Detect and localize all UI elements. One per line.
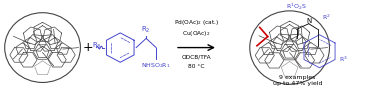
Text: R$^1$O$_2$S: R$^1$O$_2$S xyxy=(287,1,307,12)
Text: NHSO$_2$R$_1$: NHSO$_2$R$_1$ xyxy=(141,61,171,70)
Text: R$_2$: R$_2$ xyxy=(141,25,151,35)
Circle shape xyxy=(5,13,81,82)
Text: Pd(OAc)$_2$ (cat.): Pd(OAc)$_2$ (cat.) xyxy=(174,18,219,27)
Text: Cu(OAc)$_2$: Cu(OAc)$_2$ xyxy=(182,29,211,38)
Text: R$_3$: R$_3$ xyxy=(92,41,101,51)
Text: N: N xyxy=(306,18,311,24)
Text: R$^2$: R$^2$ xyxy=(322,13,331,22)
Circle shape xyxy=(250,11,330,84)
Text: +: + xyxy=(83,41,94,54)
Text: 9 examples
up to 47% yield: 9 examples up to 47% yield xyxy=(273,75,322,86)
Text: ODCB/TFA: ODCB/TFA xyxy=(182,55,211,60)
Text: R$^3$: R$^3$ xyxy=(339,55,348,64)
Text: 80 °C: 80 °C xyxy=(188,64,205,69)
